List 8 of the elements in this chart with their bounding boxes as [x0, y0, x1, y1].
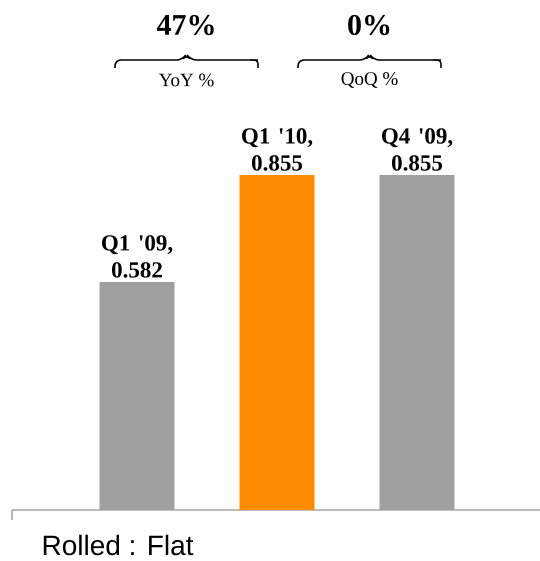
- data-label: Q4 '09, 0.855: [382, 128, 452, 171]
- text: Rolled : Flat: [44, 534, 194, 556]
- data-label: Q1 '09, 0.582: [102, 235, 172, 278]
- text: 0%: [348, 14, 390, 36]
- text: QoQ %: [342, 72, 398, 88]
- text: 47%: [156, 14, 214, 36]
- data-label: Q1 '10, 0.855: [242, 128, 312, 171]
- text: YoY %: [158, 74, 214, 86]
